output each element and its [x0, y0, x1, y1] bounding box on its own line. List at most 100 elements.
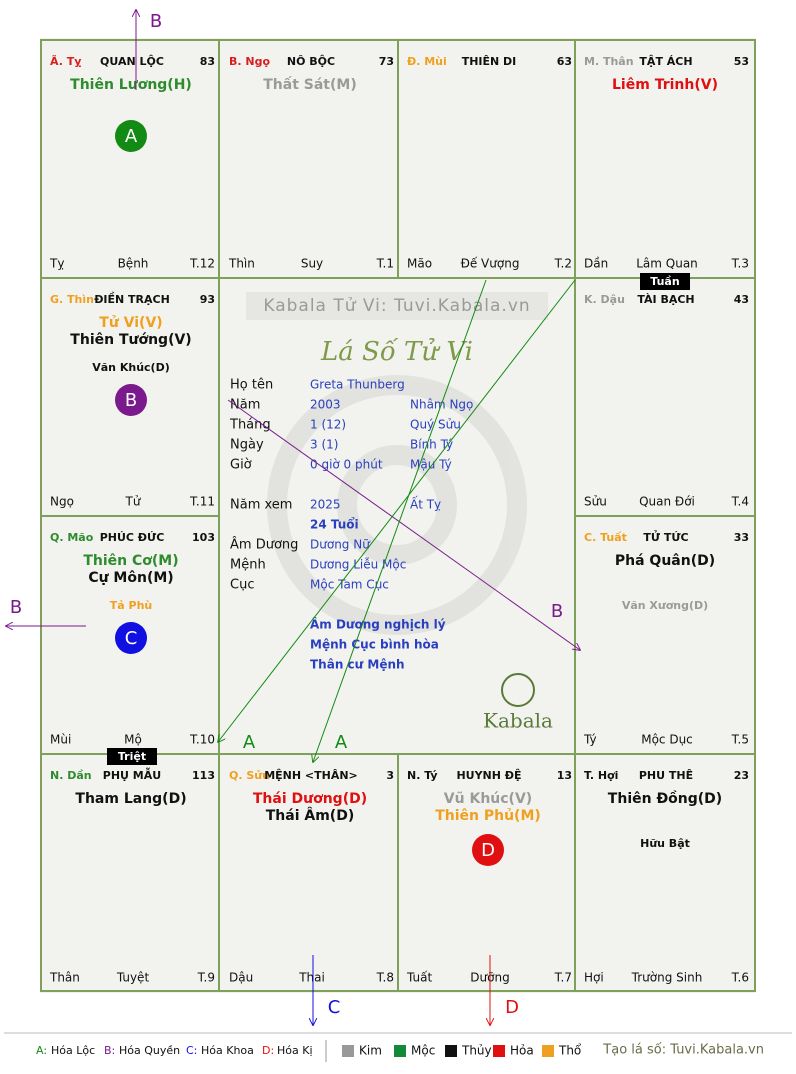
stage: Thai — [298, 971, 325, 985]
info-value: 3 (1) — [310, 438, 338, 452]
palace-score: 93 — [200, 293, 215, 306]
branch: Thìn — [228, 257, 255, 271]
palace-score: 3 — [386, 769, 394, 782]
grid — [40, 39, 756, 992]
info-label: Mệnh — [230, 558, 266, 573]
yin-yang-watermark — [267, 375, 527, 635]
element-name: Kim — [359, 1044, 382, 1058]
arrow-label: B — [150, 11, 162, 32]
badge-letter: D — [481, 840, 495, 861]
legend-text: Hóa Kị — [277, 1044, 313, 1057]
palace-score: 103 — [192, 531, 215, 544]
element-name: Mộc — [411, 1044, 435, 1058]
palace-tag: Q. Mão — [50, 531, 94, 544]
logo: Kabala — [483, 709, 553, 733]
info-label: Giờ — [230, 458, 252, 473]
main-star: Thiên Cơ(M) — [83, 553, 178, 569]
palace-name: PHU THÊ — [639, 769, 693, 782]
marker-box — [640, 273, 690, 290]
arrow-label: D — [505, 997, 519, 1018]
main-star: Phá Quân(D) — [615, 553, 715, 569]
branch: Ngọ — [50, 495, 74, 509]
info-value: 2025 — [310, 498, 341, 512]
info-value: 1 (12) — [310, 418, 346, 432]
arrow — [218, 279, 576, 742]
age: T.5 — [731, 733, 749, 747]
palace-name: QUAN LỘC — [100, 55, 164, 68]
info-label: Tháng — [229, 418, 271, 433]
info-value: 2003 — [310, 398, 341, 412]
palace-name: TẬT ÁCH — [639, 55, 692, 68]
palace-tag: Ã. Tỵ — [50, 55, 81, 68]
element-name: Thủy — [461, 1044, 492, 1058]
main-star: Cự Môn(M) — [88, 570, 173, 586]
main-star: Thái Âm(D) — [266, 807, 354, 824]
stage: Đế Vượng — [461, 257, 520, 271]
age: T.8 — [376, 971, 394, 985]
element-swatch — [394, 1045, 406, 1057]
palace-name: TỬ TỨC — [643, 530, 688, 544]
info-value: Dương Liễu Mộc — [310, 558, 406, 572]
age: T.11 — [189, 495, 215, 509]
palace-tag: B. Ngọ — [229, 55, 270, 68]
info-label: Năm xem — [230, 498, 292, 513]
age: T.7 — [554, 971, 572, 985]
main-star: Tham Lang(D) — [75, 791, 186, 807]
element-swatch — [342, 1045, 354, 1057]
info-label: Cục — [230, 578, 254, 593]
main-star: Thiên Lương(H) — [70, 77, 192, 93]
stage: Quan Đới — [639, 495, 695, 509]
info-label: Âm Dương — [230, 537, 298, 553]
stage: Suy — [301, 257, 323, 271]
site: Tạo lá số: Tuvi.Kabala.vn — [602, 1043, 764, 1058]
logo-icon — [501, 673, 535, 707]
age: T.3 — [731, 257, 749, 271]
watermark: Kabala Tử Vi: Tuvi.Kabala.vn — [263, 296, 530, 316]
info-extra: Bính Tý — [410, 438, 453, 452]
palace-tag: C. Tuất — [584, 531, 627, 544]
arrow-label: A — [243, 732, 256, 753]
stage: Bệnh — [118, 257, 149, 271]
palace-name: NÔ BỘC — [287, 55, 335, 68]
main-star: Thất Sát(M) — [263, 76, 356, 93]
note: Thân cư Mệnh — [310, 658, 405, 672]
age: T.10 — [189, 733, 215, 747]
legend-key: B: — [104, 1044, 115, 1057]
stage: Mộc Dục — [641, 733, 693, 747]
main-star: Liêm Trinh(V) — [612, 77, 718, 93]
arrow-label: B — [10, 597, 22, 618]
palace-tag: M. Thân — [584, 55, 634, 68]
chart-title: Lá Số Tử Vi — [320, 337, 473, 367]
palace-name: THIÊN DI — [462, 55, 517, 68]
element-name: Thổ — [558, 1044, 582, 1058]
palace-tag: G. Thìn — [50, 293, 94, 306]
element-swatch — [542, 1045, 554, 1057]
minor-star: Văn Xương(D) — [622, 599, 708, 612]
info-label: Năm — [230, 398, 260, 413]
palace-tag: Đ. Mùi — [407, 55, 447, 68]
arrow-label: A — [335, 732, 348, 753]
stage: Tuyệt — [116, 971, 150, 985]
marker: Tuần — [650, 275, 679, 288]
legend-text: Hóa Lộc — [51, 1044, 95, 1057]
branch: Sửu — [584, 495, 607, 509]
legend-text: Hóa Quyền — [119, 1044, 180, 1057]
note: Mệnh Cục bình hòa — [310, 638, 439, 652]
watermark-box — [246, 292, 548, 320]
main-star: Thiên Đồng(D) — [608, 790, 722, 807]
minor-star: Hữu Bật — [640, 837, 690, 850]
palace-name: PHÚC ĐỨC — [100, 531, 165, 544]
info-value: 24 Tuổi — [310, 517, 359, 532]
main-star: Tử Vi(V) — [99, 315, 162, 331]
branch: Tỵ — [49, 257, 64, 271]
info-extra: Quý Sửu — [410, 418, 461, 432]
palace-name: TÀI BẠCH — [637, 293, 694, 306]
branch: Hợi — [584, 971, 604, 985]
age: T.4 — [731, 495, 749, 509]
element-swatch — [493, 1045, 505, 1057]
branch: Mùi — [50, 733, 71, 747]
branch: Thân — [49, 971, 80, 985]
palace-tag: T. Hợi — [584, 769, 618, 782]
palace-score: 33 — [734, 531, 749, 544]
